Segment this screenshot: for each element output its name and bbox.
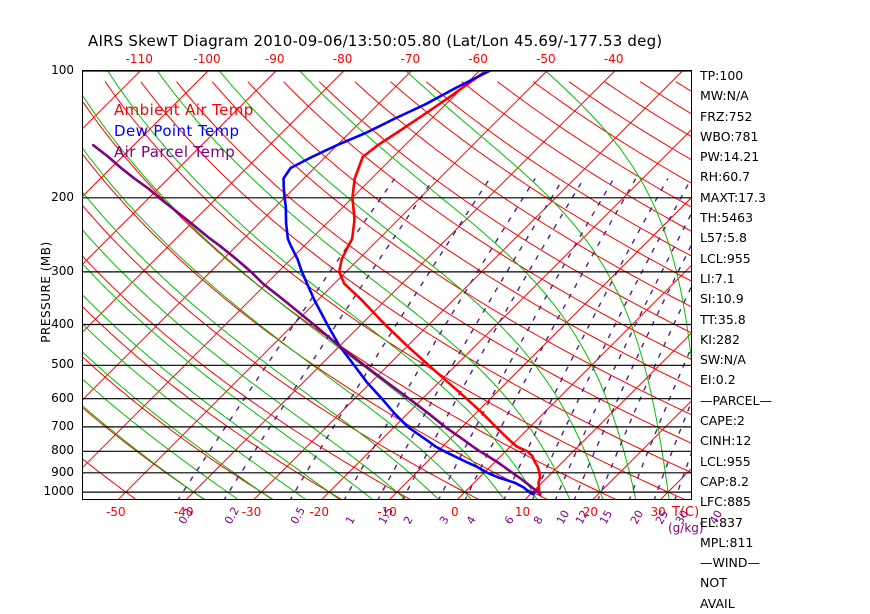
stat-mw: MW:N/A bbox=[700, 88, 749, 104]
mixing-ratio-tick-0-5: 0.5 bbox=[288, 504, 309, 527]
legend-item-ambient-air-temp: Ambient Air Temp bbox=[114, 101, 254, 119]
stat-lcl: LCL:955 bbox=[700, 250, 751, 266]
mixing-ratio-tick-3: 3 bbox=[436, 513, 452, 527]
bottom-temp-tick-10: 10 bbox=[514, 505, 531, 519]
top-temp-tick--80: -80 bbox=[332, 52, 353, 66]
stat-pw: PW:14.21 bbox=[700, 149, 760, 165]
pressure-tick-100: 100 bbox=[51, 63, 74, 77]
stat-frz: FRZ:752 bbox=[700, 108, 753, 124]
top-temp-tick--40: -40 bbox=[603, 52, 624, 66]
bottom-temp-tick--30: -30 bbox=[241, 505, 262, 519]
top-temp-tick--90: -90 bbox=[264, 52, 285, 66]
pressure-tick-200: 200 bbox=[51, 189, 74, 204]
page-title: AIRS SkewT Diagram 2010-09-06/13:50:05.8… bbox=[88, 32, 663, 50]
skewt-diagram-page: AIRS SkewT Diagram 2010-09-06/13:50:05.8… bbox=[39, 32, 772, 611]
stat-li: LI:7.1 bbox=[700, 270, 735, 286]
stat-el: EL:837 bbox=[700, 514, 743, 530]
stat-cap: CAP:8.2 bbox=[700, 473, 749, 489]
stat-ki: KI:282 bbox=[700, 331, 740, 347]
stat-ei: EI:0.2 bbox=[700, 372, 736, 388]
mixing-ratio-tick-4: 4 bbox=[463, 513, 479, 527]
series-air-parcel-temp bbox=[91, 143, 542, 496]
pressure-tick-400: 400 bbox=[51, 316, 74, 331]
top-temp-tick--70: -70 bbox=[400, 52, 421, 66]
stat-sw: SW:N/A bbox=[700, 352, 746, 368]
pressure-axis-title: PRESSURE (MB) bbox=[39, 241, 53, 343]
stat-parcel: —PARCEL— bbox=[700, 392, 772, 408]
legend-item-dew-point-temp: Dew Point Temp bbox=[114, 122, 240, 140]
stat-lcl: LCL:955 bbox=[700, 453, 751, 469]
stat-tt: TT:35.8 bbox=[700, 311, 746, 327]
top-temp-tick--60: -60 bbox=[468, 52, 488, 66]
stat-tp: TP:100 bbox=[700, 68, 744, 83]
mixing-ratio-tick-0-2: 0.2 bbox=[222, 504, 243, 527]
bottom-temp-tick-20: 20 bbox=[582, 505, 598, 519]
mixing-ratio-tick-2: 2 bbox=[400, 513, 416, 527]
stat-l57: L57:5.8 bbox=[700, 230, 747, 246]
stat-wind: —WIND— bbox=[700, 555, 761, 571]
mixing-ratio-tick-10: 10 bbox=[553, 507, 573, 527]
pressure-tick-600: 600 bbox=[51, 390, 74, 405]
bottom-temp-tick--10: -10 bbox=[377, 505, 397, 519]
pressure-tick-500: 500 bbox=[51, 357, 74, 372]
stat-not: NOT bbox=[700, 575, 727, 591]
bottom-temp-tick--40: -40 bbox=[173, 505, 194, 519]
pressure-tick-800: 800 bbox=[51, 443, 74, 458]
stat-lfc: LFC:885 bbox=[700, 494, 751, 510]
sounding-stats-panel: TP:100 MW:N/A FRZ:752 WBO:781 PW:14.21 RH:60.… bbox=[700, 66, 850, 614]
series-dew-point-temp bbox=[282, 71, 535, 496]
plot-area bbox=[82, 70, 692, 500]
stat-si: SI:10.9 bbox=[700, 291, 744, 307]
stat-cinh: CINH:12 bbox=[700, 433, 752, 449]
mixing-ratio-tick-20: 20 bbox=[627, 507, 647, 527]
skewt-plot-svg bbox=[83, 71, 691, 499]
top-temp-tick--50: -50 bbox=[536, 52, 556, 66]
pressure-tick-900: 900 bbox=[51, 464, 74, 479]
legend-item-air-parcel-temp: Air Parcel Temp bbox=[114, 143, 236, 161]
stat-cape: CAPE:2 bbox=[700, 413, 745, 429]
bottom-temp-tick--50: -50 bbox=[106, 505, 126, 519]
stat-avail: AVAIL bbox=[700, 595, 735, 611]
mixing-ratio-tick-1: 1 bbox=[342, 513, 358, 527]
stat-maxt: MAXT:17.3 bbox=[700, 189, 766, 205]
pressure-tick-300: 300 bbox=[51, 263, 74, 278]
bottom-temp-tick-30: 30 bbox=[650, 505, 666, 519]
mixing-ratio-axis-title: (g/kg) bbox=[668, 521, 704, 535]
stat-mpl: MPL:811 bbox=[700, 534, 754, 550]
mixing-ratio-tick-8: 8 bbox=[530, 513, 546, 527]
stat-rh: RH:60.7 bbox=[700, 169, 751, 185]
stat-wbo: WBO:781 bbox=[700, 128, 759, 144]
temperature-axis-title: T(C) bbox=[672, 505, 700, 520]
series-ambient-air-temp bbox=[337, 71, 542, 496]
pressure-tick-700: 700 bbox=[51, 418, 74, 433]
bottom-temp-tick-0: 0 bbox=[450, 505, 459, 519]
mixing-ratio-tick-15: 15 bbox=[596, 507, 615, 527]
top-temp-tick--100: -100 bbox=[193, 52, 221, 66]
top-temp-tick--110: -110 bbox=[125, 52, 153, 66]
bottom-temp-tick--20: -20 bbox=[309, 505, 330, 519]
pressure-tick-1000: 1000 bbox=[43, 484, 74, 499]
stat-th: TH:5463 bbox=[700, 210, 754, 226]
